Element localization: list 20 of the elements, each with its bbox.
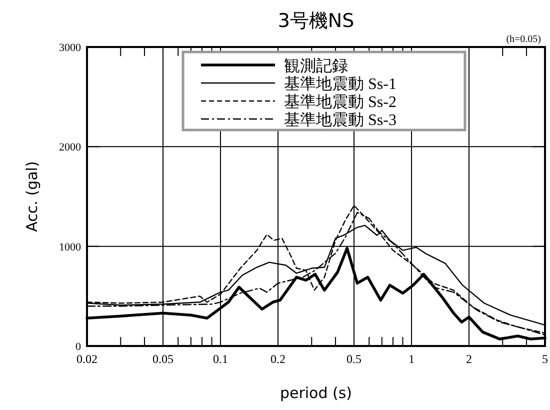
y-axis-title: Acc. (gal) (23, 161, 41, 232)
x-tick-label: 2 (466, 352, 472, 366)
x-tick-label: 0.1 (213, 352, 228, 366)
x-tick-label: 5 (542, 352, 548, 366)
x-tick-label: 0.5 (346, 352, 362, 366)
legend-label: 基準地震動 Ss-3 (284, 111, 396, 129)
x-tick-label: 0.2 (270, 352, 286, 366)
text: (h=0.05) (506, 34, 541, 45)
y-tick-label: 3000 (59, 42, 82, 54)
x-tick-label: 1 (408, 352, 414, 366)
y-tick-label: 0 (76, 341, 82, 353)
y-tick-label: 1000 (59, 241, 82, 254)
x-axis-title: period (s) (280, 384, 352, 402)
legend-label: 基準地震動 Ss-2 (284, 93, 396, 111)
y-tick-label: 2000 (59, 142, 82, 154)
x-tick-label: 0.05 (152, 352, 174, 366)
chart-title: 3号機NS (278, 10, 354, 32)
x-tick-label: 0.02 (76, 352, 98, 366)
legend-label: 観測記録 (284, 57, 348, 75)
legend-label: 基準地震動 Ss-1 (284, 75, 396, 93)
